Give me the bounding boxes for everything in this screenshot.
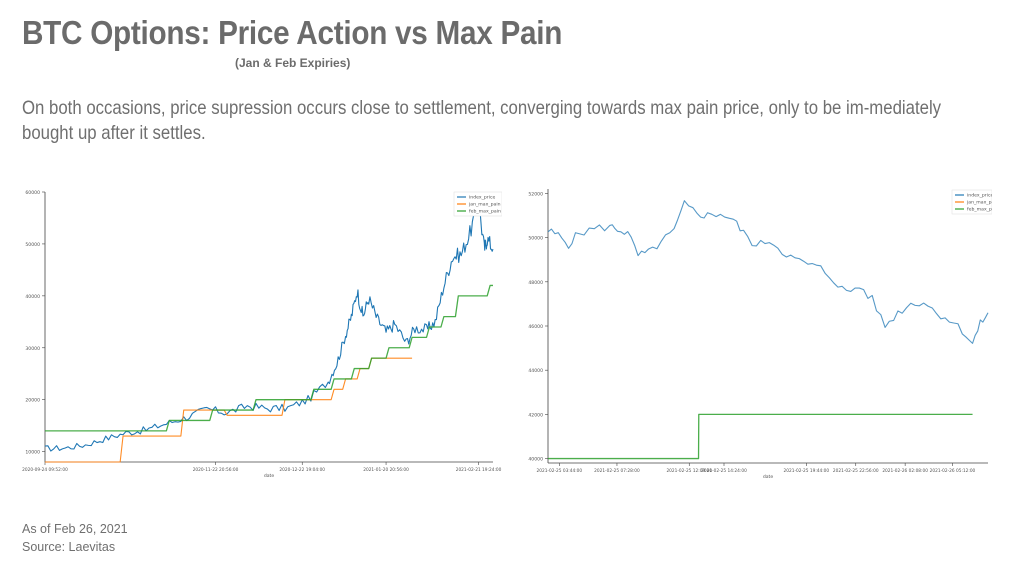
legend-label-index-price: index_price	[469, 195, 495, 201]
series-line-index-price	[547, 200, 989, 344]
x-tick-label: 2020-11-22 20:56:00	[193, 467, 239, 473]
legend-label-index-price: index_price	[967, 193, 992, 199]
x-tick-label: 2021-01-20 20:56:00	[363, 467, 409, 473]
x-tick-label: 2021-02-25 03:44:00	[537, 468, 583, 474]
y-tick-label: 10000	[25, 450, 40, 456]
x-tick-label: 2021-02-25 07:28:00	[594, 468, 640, 474]
y-tick-label: 50000	[528, 236, 543, 242]
page-title: BTC Options: Price Action vs Max Pain	[22, 14, 563, 51]
legend-label-feb-max-pain: feb_max_pain	[469, 209, 501, 215]
x-tick-label: 2020-09-24 09:52:00	[22, 467, 68, 473]
y-tick-label: 40000	[528, 457, 543, 463]
as-of-note: As of Feb 26, 2021	[22, 522, 128, 536]
x-axis-label: date	[763, 474, 774, 480]
page-subtitle: (Jan & Feb Expiries)	[235, 56, 351, 70]
y-tick-label: 46000	[528, 324, 543, 330]
x-tick-label: 2021-02-26 02:08:00	[882, 468, 928, 474]
x-tick-label: 2021-02-25 22:56:00	[833, 468, 879, 474]
legend-label-jan-max-pain: jan_max_pain	[966, 200, 992, 206]
legend-label-feb-max-pain: feb_max_pain	[967, 207, 992, 213]
x-tick-label: 2021-02-25 14:24:00	[701, 468, 747, 474]
y-tick-label: 50000	[25, 242, 40, 248]
x-tick-label: 2020-12-22 19:04:00	[279, 467, 325, 473]
description-text: On both occasions, price supression occu…	[22, 97, 942, 144]
y-tick-label: 52000	[528, 191, 543, 197]
series-line-feb-max-pain	[45, 284, 493, 432]
y-tick-label: 30000	[25, 346, 40, 352]
y-tick-label: 44000	[528, 368, 543, 374]
x-axis-label: date	[264, 473, 275, 479]
y-tick-label: 60000	[25, 190, 40, 196]
chart-right: 40000 42000 44000 46000 48000 50000 52000 2021-…	[512, 172, 999, 487]
chart-right-svg: 40000 42000 44000 46000 48000 50000 52000 2021-…	[528, 189, 999, 480]
x-tick-label: 2021-02-26 05:12:00	[930, 468, 976, 474]
series-line-feb-max-pain	[548, 413, 973, 460]
series-line-index-price	[44, 205, 494, 452]
x-tick-label: 2021-02-21 19:24:00	[456, 467, 502, 473]
y-tick-label: 42000	[528, 412, 543, 418]
chart-left-svg: 10000 20000 30000 40000 50000 60000 2020-09-24…	[22, 190, 503, 479]
source-note: Source: Laevitas	[22, 540, 116, 554]
chart-left: 10000 20000 30000 40000 50000 60000 2020-09-24…	[22, 180, 503, 490]
y-tick-label: 40000	[25, 294, 40, 300]
y-tick-label: 20000	[25, 398, 40, 404]
y-tick-label: 48000	[528, 280, 543, 286]
legend-label-jan-max-pain: jan_max_pain	[468, 202, 501, 208]
x-tick-label: 2021-02-25 19:44:00	[784, 468, 830, 474]
x-tick-label: 2021-02-25 12:09:00	[666, 468, 712, 474]
